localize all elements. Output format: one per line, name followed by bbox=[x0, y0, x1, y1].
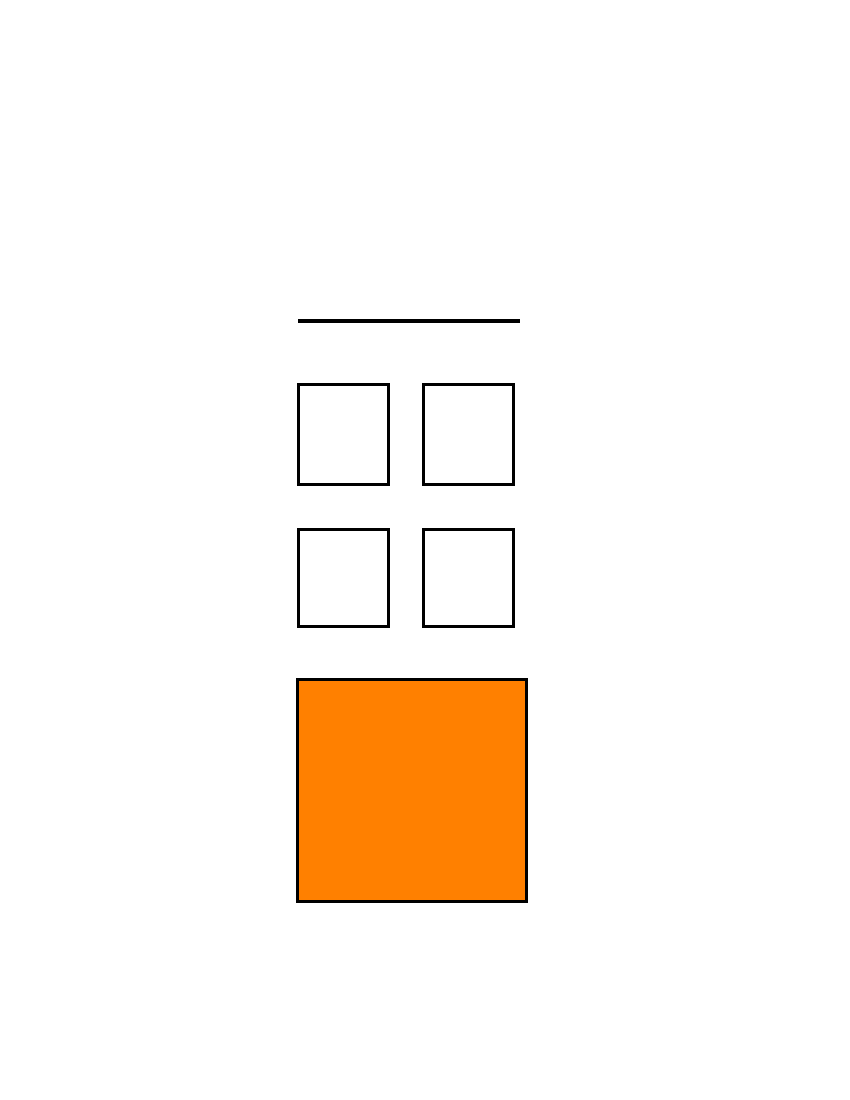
time-axis-line bbox=[298, 319, 520, 323]
window-waveforms-corrected-canvas bbox=[425, 386, 512, 483]
waveform-window-box-corrected bbox=[422, 383, 515, 486]
window-waveforms-uncorrected-canvas bbox=[300, 386, 387, 483]
waveform-window-box-uncorrected bbox=[297, 383, 390, 486]
error-surface-canvas bbox=[299, 681, 525, 900]
error-surface-plot bbox=[296, 678, 528, 903]
particle-motion-box-uncorrected bbox=[297, 528, 390, 628]
particle-motion-box-corrected bbox=[422, 528, 515, 628]
particle-motion-corrected-canvas bbox=[425, 531, 512, 625]
particle-motion-uncorrected-canvas bbox=[300, 531, 387, 625]
seismogram-traces-canvas bbox=[295, 165, 525, 305]
